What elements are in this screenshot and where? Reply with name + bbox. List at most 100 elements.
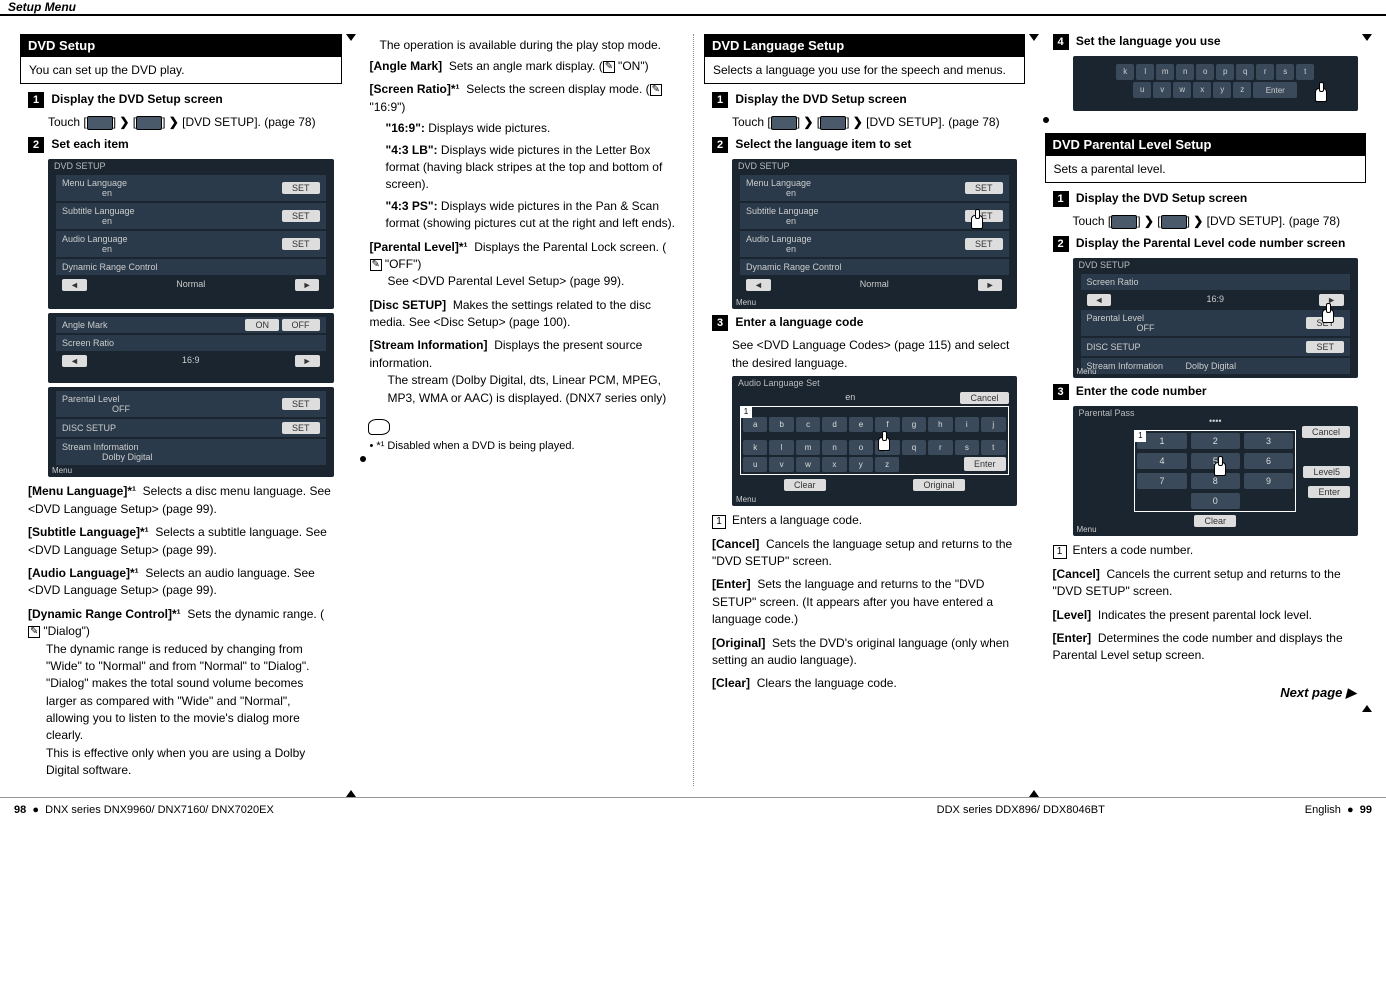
- set-button[interactable]: SET: [1306, 341, 1344, 353]
- left-arrow-button[interactable]: ◄: [62, 279, 87, 291]
- key-h[interactable]: h: [928, 417, 952, 432]
- key-u[interactable]: u: [743, 457, 767, 472]
- key-q[interactable]: q: [902, 440, 926, 455]
- key-x[interactable]: x: [822, 457, 846, 472]
- key-k[interactable]: k: [743, 440, 767, 455]
- set-button[interactable]: SET: [282, 182, 320, 194]
- pencil-icon: [28, 626, 40, 638]
- key-n[interactable]: n: [1176, 64, 1194, 80]
- dvd-setup-desc: You can set up the DVD play.: [20, 57, 342, 84]
- key-f[interactable]: f: [875, 417, 899, 432]
- key-l[interactable]: l: [1136, 64, 1154, 80]
- key-m[interactable]: m: [796, 440, 820, 455]
- key-y[interactable]: y: [849, 457, 873, 472]
- enter-button[interactable]: Enter: [1253, 82, 1297, 98]
- step-3: 3 Enter a language code: [712, 315, 1025, 331]
- step-1-title: Display the DVD Setup screen: [51, 92, 222, 106]
- off-button[interactable]: OFF: [282, 319, 320, 331]
- screen-ratio-row: Screen Ratio: [56, 335, 326, 351]
- key-i[interactable]: i: [955, 417, 979, 432]
- set-button[interactable]: SET: [282, 398, 320, 410]
- set-button[interactable]: SET: [282, 210, 320, 222]
- step-3-title: Enter the code number: [1076, 384, 1207, 398]
- key-o[interactable]: o: [1196, 64, 1214, 80]
- key-t[interactable]: t: [1296, 64, 1314, 80]
- key-p[interactable]: p: [1216, 64, 1234, 80]
- left-arrow-button[interactable]: ◄: [62, 355, 87, 367]
- on-button[interactable]: ON: [245, 319, 279, 331]
- numkey-4[interactable]: 4: [1137, 453, 1186, 469]
- original-button[interactable]: Original: [913, 479, 964, 491]
- step-2: 2 Set each item: [28, 137, 342, 153]
- key-s[interactable]: s: [955, 440, 979, 455]
- numkey-2[interactable]: 2: [1191, 433, 1240, 449]
- clear-button[interactable]: Clear: [784, 479, 826, 491]
- key-d[interactable]: d: [822, 417, 846, 432]
- callout-1: 1: [740, 406, 752, 418]
- step-2: 2 Select the language item to set: [712, 137, 1025, 153]
- key-l[interactable]: l: [769, 440, 793, 455]
- scr-title: DVD SETUP: [54, 161, 106, 171]
- numkey-3[interactable]: 3: [1244, 433, 1293, 449]
- step-1: 1 Display the DVD Setup screen: [28, 92, 342, 108]
- key-s[interactable]: s: [1276, 64, 1294, 80]
- key-c[interactable]: c: [796, 417, 820, 432]
- key-j[interactable]: j: [981, 417, 1005, 432]
- original-def: [Original] Sets the DVD's original langu…: [712, 635, 1017, 670]
- keyboard-row-1: abcdefghij: [743, 417, 1006, 432]
- note-icon: [368, 419, 390, 435]
- key-b[interactable]: b: [769, 417, 793, 432]
- menu-language-row: Menu LanguageenSET: [56, 175, 326, 201]
- enter-button[interactable]: Enter: [1308, 486, 1350, 498]
- key-v[interactable]: v: [769, 457, 793, 472]
- key-n[interactable]: n: [822, 440, 846, 455]
- key-o[interactable]: o: [849, 440, 873, 455]
- step-number-1: 1: [28, 92, 44, 108]
- key-g[interactable]: g: [902, 417, 926, 432]
- column-4: 4 Set the language you use klmnopqrst uv…: [1035, 34, 1377, 786]
- set-button[interactable]: SET: [965, 238, 1003, 250]
- scr-title: DVD SETUP: [738, 161, 790, 171]
- enter-def: [Enter] Determines the code number and d…: [1053, 630, 1359, 665]
- right-arrow-button[interactable]: ►: [978, 279, 1003, 291]
- key-k[interactable]: k: [1116, 64, 1134, 80]
- callout-box-1: 1: [1053, 545, 1067, 559]
- level-button[interactable]: Level5: [1303, 466, 1350, 478]
- cancel-button[interactable]: Cancel: [960, 392, 1008, 404]
- numkey-6[interactable]: 6: [1244, 453, 1293, 469]
- key-t[interactable]: t: [981, 440, 1005, 455]
- set-button[interactable]: SET: [282, 238, 320, 250]
- enter-button[interactable]: Enter: [964, 457, 1006, 471]
- numkey-7[interactable]: 7: [1137, 473, 1186, 489]
- key-e[interactable]: e: [849, 417, 873, 432]
- step-2: 2 Display the Parental Level code number…: [1053, 236, 1367, 252]
- level-def: [Level] Indicates the present parental l…: [1053, 607, 1359, 624]
- left-arrow-button[interactable]: ◄: [1087, 294, 1112, 306]
- angle-mark-row: Angle MarkON OFF: [56, 317, 326, 333]
- numkey-9[interactable]: 9: [1244, 473, 1293, 489]
- key-a[interactable]: a: [743, 417, 767, 432]
- numkey-0[interactable]: 0: [1191, 493, 1240, 509]
- dynamic-range-def: [Dynamic Range Control]*¹ Sets the dynam…: [28, 606, 334, 780]
- cancel-button[interactable]: Cancel: [1302, 426, 1350, 438]
- right-arrow-button[interactable]: ►: [295, 355, 320, 367]
- right-arrow-button[interactable]: ►: [295, 279, 320, 291]
- ratio-43lb: "4:3 LB": Displays wide pictures in the …: [386, 142, 676, 194]
- step-number-1: 1: [1053, 191, 1069, 207]
- set-button[interactable]: SET: [282, 422, 320, 434]
- scr-title: Audio Language Set: [738, 378, 820, 388]
- step-number-2: 2: [1053, 236, 1069, 252]
- key-q[interactable]: q: [1236, 64, 1254, 80]
- clear-button[interactable]: Clear: [1194, 515, 1236, 527]
- key-z[interactable]: z: [875, 457, 899, 472]
- key-r[interactable]: r: [928, 440, 952, 455]
- key-r[interactable]: r: [1256, 64, 1274, 80]
- set-button[interactable]: SET: [965, 182, 1003, 194]
- key-w[interactable]: w: [796, 457, 820, 472]
- keyboard-screenshot: Audio Language Set en Cancel 1 abcdefghij…: [732, 376, 1017, 506]
- stream-info-def: [Stream Information] Displays the presen…: [370, 337, 676, 407]
- menu-label: Menu: [1077, 367, 1097, 376]
- left-arrow-button[interactable]: ◄: [746, 279, 771, 291]
- key-m[interactable]: m: [1156, 64, 1174, 80]
- step-number-4: 4: [1053, 34, 1069, 50]
